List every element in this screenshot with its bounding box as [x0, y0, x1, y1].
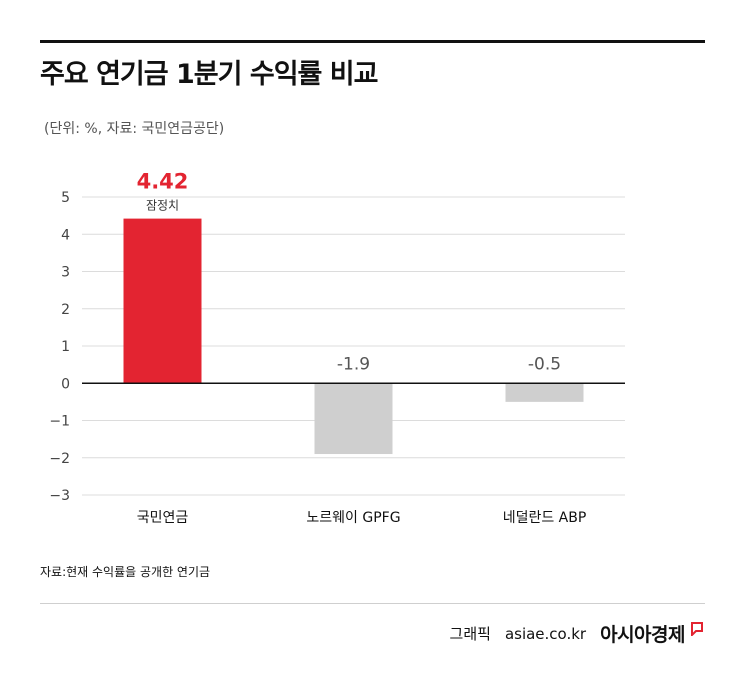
annotation-label: 잠정치: [146, 199, 179, 213]
y-tick-label: −2: [49, 451, 70, 467]
y-tick-label: 5: [61, 190, 70, 206]
y-tick-label: 2: [61, 302, 70, 318]
brand-mark-icon: [691, 621, 703, 636]
unit-note: (단위: %, 자료: 국민연금공단): [44, 121, 225, 137]
y-tick-label: 3: [61, 265, 70, 281]
y-tick-label: 4: [61, 227, 70, 243]
brand-logo-text: 아시아경제: [600, 624, 685, 646]
top-rule: [40, 40, 705, 43]
graphic-credit: 그래픽: [449, 625, 491, 643]
data-label: 4.42: [137, 170, 189, 194]
data-label: -0.5: [528, 354, 561, 374]
x-tick-label: 노르웨이 GPFG: [306, 510, 400, 526]
bottom-rule: [40, 603, 705, 604]
bar: [314, 383, 393, 455]
x-tick-label: 네덜란드 ABP: [503, 510, 587, 526]
site-link[interactable]: asiae.co.kr: [504, 624, 587, 643]
bar: [123, 218, 202, 384]
y-tick-label: −1: [49, 414, 70, 430]
y-tick-label: −3: [49, 488, 70, 504]
chart-title: 주요 연기금 1분기 수익률 비교: [40, 59, 378, 90]
y-tick-label: 1: [61, 339, 70, 355]
bar: [505, 383, 584, 402]
x-tick-label: 국민연금: [137, 510, 189, 526]
data-label: -1.9: [337, 354, 370, 374]
footer: 그래픽 asiae.co.kr 아시아경제: [450, 620, 703, 647]
source-note: 자료:현재 수익률을 공개한 연기금: [40, 565, 211, 579]
y-tick-label: 0: [61, 376, 70, 392]
